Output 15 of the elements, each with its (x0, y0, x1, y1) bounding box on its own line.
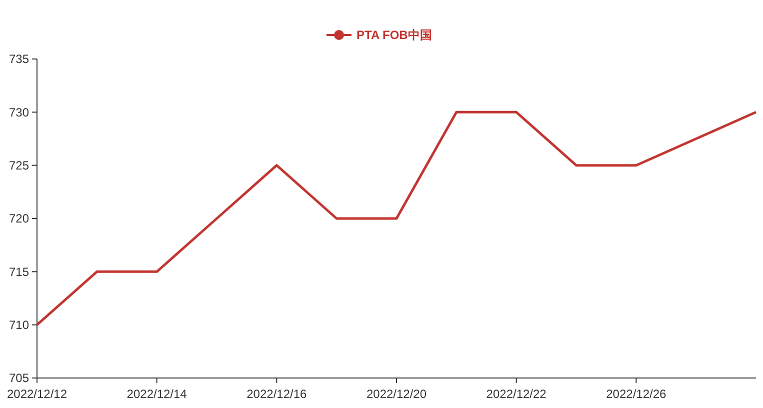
x-tick-label: 2022/12/14 (126, 387, 188, 401)
y-tick-label: 715 (8, 264, 30, 279)
legend-label: PTA FOB中国 (356, 28, 432, 42)
y-tick-label: 730 (8, 105, 30, 120)
y-tick-label: 725 (8, 158, 30, 173)
x-tick-label: 2022/12/20 (366, 387, 427, 401)
y-tick-label: 710 (8, 318, 30, 332)
x-tick-label: 2022/12/22 (486, 387, 547, 401)
x-tick-label: 2022/12/26 (606, 387, 667, 401)
y-tick-label: 720 (8, 212, 30, 226)
line-series (36, 110, 758, 326)
y-tick-label: 735 (8, 52, 30, 66)
y-tick-label: 705 (8, 371, 30, 386)
x-tick-label: 2022/12/12 (6, 387, 68, 401)
x-tick-label: 2022/12/16 (246, 387, 308, 401)
